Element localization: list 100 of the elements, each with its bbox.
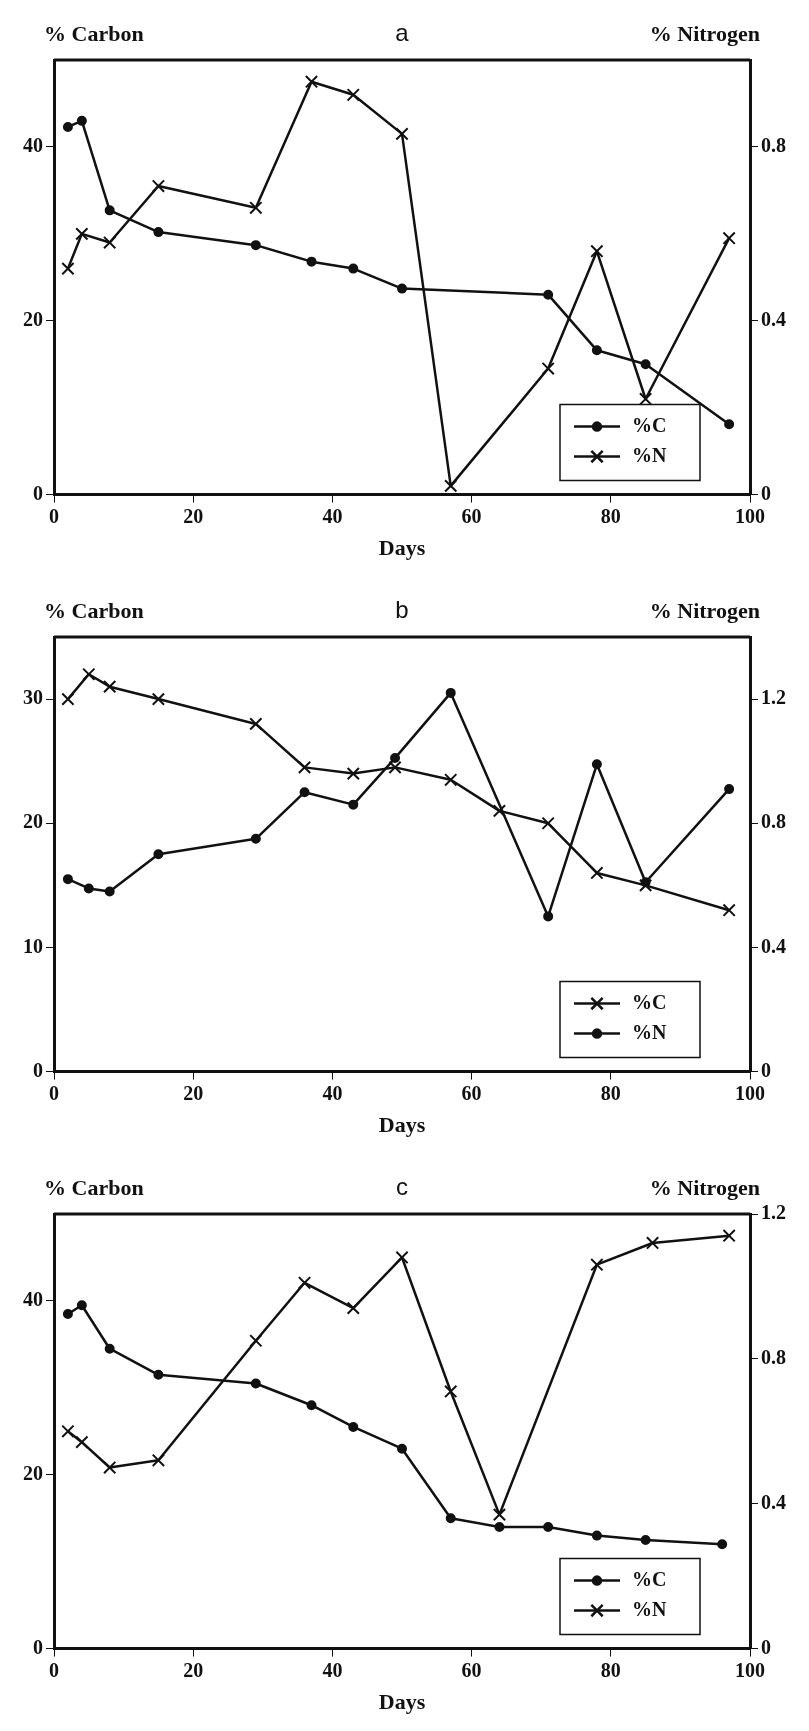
- y-axis-title: % Carbon: [44, 597, 144, 623]
- y-axis-title: % Carbon: [44, 1174, 144, 1200]
- x-tick-label: 20: [183, 504, 204, 527]
- point: [445, 1513, 456, 1524]
- point: [395, 1250, 409, 1265]
- point: [104, 205, 115, 216]
- point: [346, 88, 360, 102]
- point: [444, 479, 458, 493]
- point: [62, 1308, 73, 1319]
- x-tick-label: 40: [322, 1081, 343, 1104]
- y2-tick-label: 0.8: [761, 134, 786, 157]
- x-tick-label: 60: [461, 1081, 482, 1104]
- point: [104, 886, 115, 897]
- point: [541, 816, 555, 830]
- y2-tick-label: 1.2: [761, 1201, 786, 1224]
- point: [76, 115, 87, 126]
- point: [590, 866, 604, 880]
- point: [543, 911, 554, 922]
- point: [543, 1521, 554, 1532]
- x-tick-label: 80: [600, 504, 621, 527]
- point: [395, 127, 409, 141]
- point: [151, 179, 166, 193]
- point: [103, 680, 117, 694]
- y-tick-label: 40: [23, 1288, 43, 1311]
- x-tick-label: 20: [183, 1658, 204, 1681]
- y2-axis-title: % Nitrogen: [649, 597, 760, 623]
- x-tick-label: 20: [183, 1081, 204, 1104]
- point: [75, 1435, 89, 1449]
- point: [494, 1521, 505, 1532]
- x-tick-label: 40: [322, 504, 343, 527]
- point: [151, 1453, 166, 1467]
- point: [249, 201, 263, 215]
- y2-tick-label: 0: [761, 1058, 771, 1081]
- x-tick-label: 0: [49, 504, 59, 527]
- point: [83, 883, 94, 894]
- x-tick-label: 0: [49, 1658, 59, 1681]
- point: [103, 235, 117, 250]
- y-tick-label: 20: [23, 307, 43, 330]
- y2-tick-label: 0.4: [761, 307, 786, 330]
- y-tick-label: 20: [23, 1461, 43, 1484]
- point: [346, 1301, 360, 1315]
- x-tick-label: 40: [322, 1658, 343, 1681]
- y-tick-label: 30: [23, 686, 43, 709]
- point: [62, 874, 73, 885]
- x-tick-label: 100: [735, 1081, 765, 1104]
- legend-label: %C: [632, 990, 667, 1013]
- point: [153, 227, 164, 238]
- y-axis-title: % Carbon: [44, 20, 144, 46]
- y2-tick-label: 0: [761, 481, 771, 504]
- point: [61, 692, 75, 706]
- point: [591, 1530, 602, 1541]
- x-axis-title: Days: [378, 1112, 426, 1138]
- x-tick-label: 80: [600, 1658, 621, 1681]
- point: [444, 773, 458, 787]
- point: [61, 1424, 75, 1438]
- point: [444, 1384, 458, 1399]
- point: [348, 263, 359, 274]
- chart-title: c: [396, 1172, 408, 1200]
- point: [541, 361, 555, 376]
- point: [590, 1258, 604, 1272]
- point: [249, 717, 263, 731]
- y-tick-label: 0: [33, 1635, 43, 1658]
- legend-label: %N: [632, 443, 667, 466]
- point: [299, 787, 310, 798]
- y2-axis-title: % Nitrogen: [649, 1174, 760, 1200]
- x-axis-title: Days: [378, 1689, 426, 1715]
- point: [722, 231, 736, 245]
- y-tick-label: 0: [33, 1058, 43, 1081]
- y2-tick-label: 0.4: [761, 934, 786, 957]
- point: [492, 1507, 507, 1522]
- point: [492, 804, 507, 818]
- point: [250, 833, 261, 844]
- point: [445, 687, 456, 698]
- point: [75, 227, 89, 241]
- x-tick-label: 100: [735, 504, 765, 527]
- y2-tick-label: 1.2: [761, 686, 786, 709]
- point: [724, 784, 735, 795]
- point: [297, 1276, 312, 1290]
- point: [61, 261, 75, 276]
- point: [590, 244, 604, 258]
- point: [722, 1229, 736, 1243]
- legend-label: %C: [632, 413, 667, 436]
- point: [306, 256, 317, 267]
- point: [543, 289, 554, 300]
- chart-title: b: [395, 595, 409, 623]
- x-tick-label: 0: [49, 1081, 59, 1104]
- point: [638, 878, 653, 892]
- point: [722, 903, 736, 917]
- point: [82, 667, 96, 681]
- point: [591, 759, 602, 770]
- y-tick-label: 10: [23, 934, 43, 957]
- y-tick-label: 20: [23, 810, 43, 833]
- point: [388, 760, 402, 775]
- point: [348, 1421, 359, 1432]
- x-tick-label: 60: [461, 504, 482, 527]
- point: [76, 1300, 87, 1311]
- point: [104, 1343, 115, 1354]
- point: [397, 283, 407, 294]
- point: [397, 1443, 407, 1454]
- point: [348, 799, 359, 810]
